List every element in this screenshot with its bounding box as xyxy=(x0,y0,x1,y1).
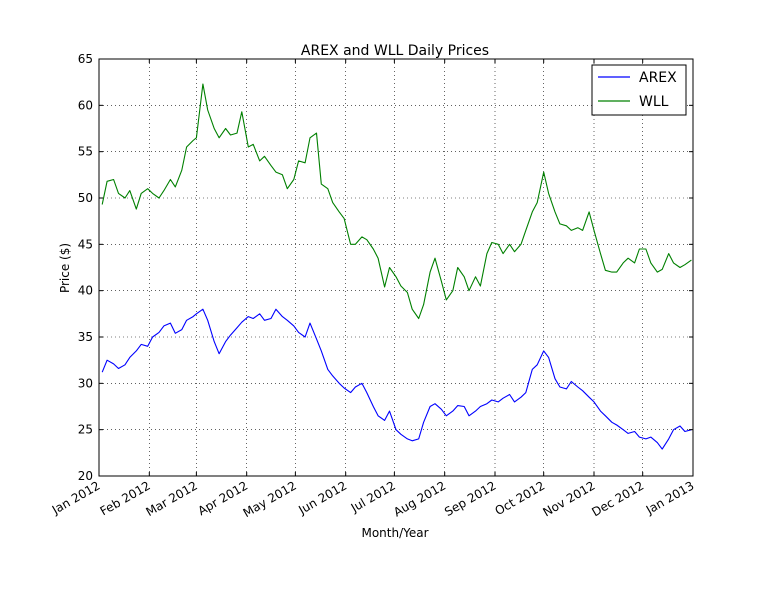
x-tick-label: May 2012 xyxy=(241,478,299,520)
y-axis: 20 25 30 35 40 45 50 55 60 65 xyxy=(78,52,693,483)
y-tick-label: 50 xyxy=(78,191,93,205)
x-tick-label: Dec 2012 xyxy=(589,478,646,519)
grid xyxy=(99,59,693,476)
x-tick-label: Jul 2012 xyxy=(348,478,398,515)
x-tick-label: Jun 2012 xyxy=(295,478,349,517)
y-tick-label: 55 xyxy=(78,145,93,159)
legend-label-wll: WLL xyxy=(639,94,669,110)
y-tick-label: 35 xyxy=(78,330,93,344)
x-tick-label: Jan 2012 xyxy=(49,478,103,517)
x-tick-label: Sep 2012 xyxy=(442,478,498,519)
series-group xyxy=(101,83,692,450)
y-tick-label: 60 xyxy=(78,98,93,112)
y-tick-label: 45 xyxy=(78,237,93,251)
y-axis-label: Price ($) xyxy=(58,243,72,293)
y-tick-label: 30 xyxy=(78,376,93,390)
plot-frame xyxy=(98,58,694,477)
x-tick-label: Nov 2012 xyxy=(540,478,597,519)
y-tick-label: 25 xyxy=(78,423,93,437)
series-line-arex xyxy=(101,308,692,450)
legend-label-arex: AREX xyxy=(639,70,677,86)
y-tick-label: 65 xyxy=(78,52,93,66)
x-tick-label: Mar 2012 xyxy=(144,478,200,519)
series-line-wll xyxy=(101,83,692,320)
x-axis-label: Month/Year xyxy=(361,526,428,540)
x-tick-label: Oct 2012 xyxy=(492,478,547,518)
chart-title: AREX and WLL Daily Prices xyxy=(301,43,489,59)
legend: AREX WLL xyxy=(591,64,687,116)
legend-box xyxy=(591,64,687,116)
x-tick-label: Jan 2013 xyxy=(643,478,697,517)
x-tick-label: Feb 2012 xyxy=(98,478,153,518)
y-tick-label: 40 xyxy=(78,284,93,298)
y-tick-label: 20 xyxy=(78,469,93,483)
x-tick-label: Aug 2012 xyxy=(391,478,448,519)
